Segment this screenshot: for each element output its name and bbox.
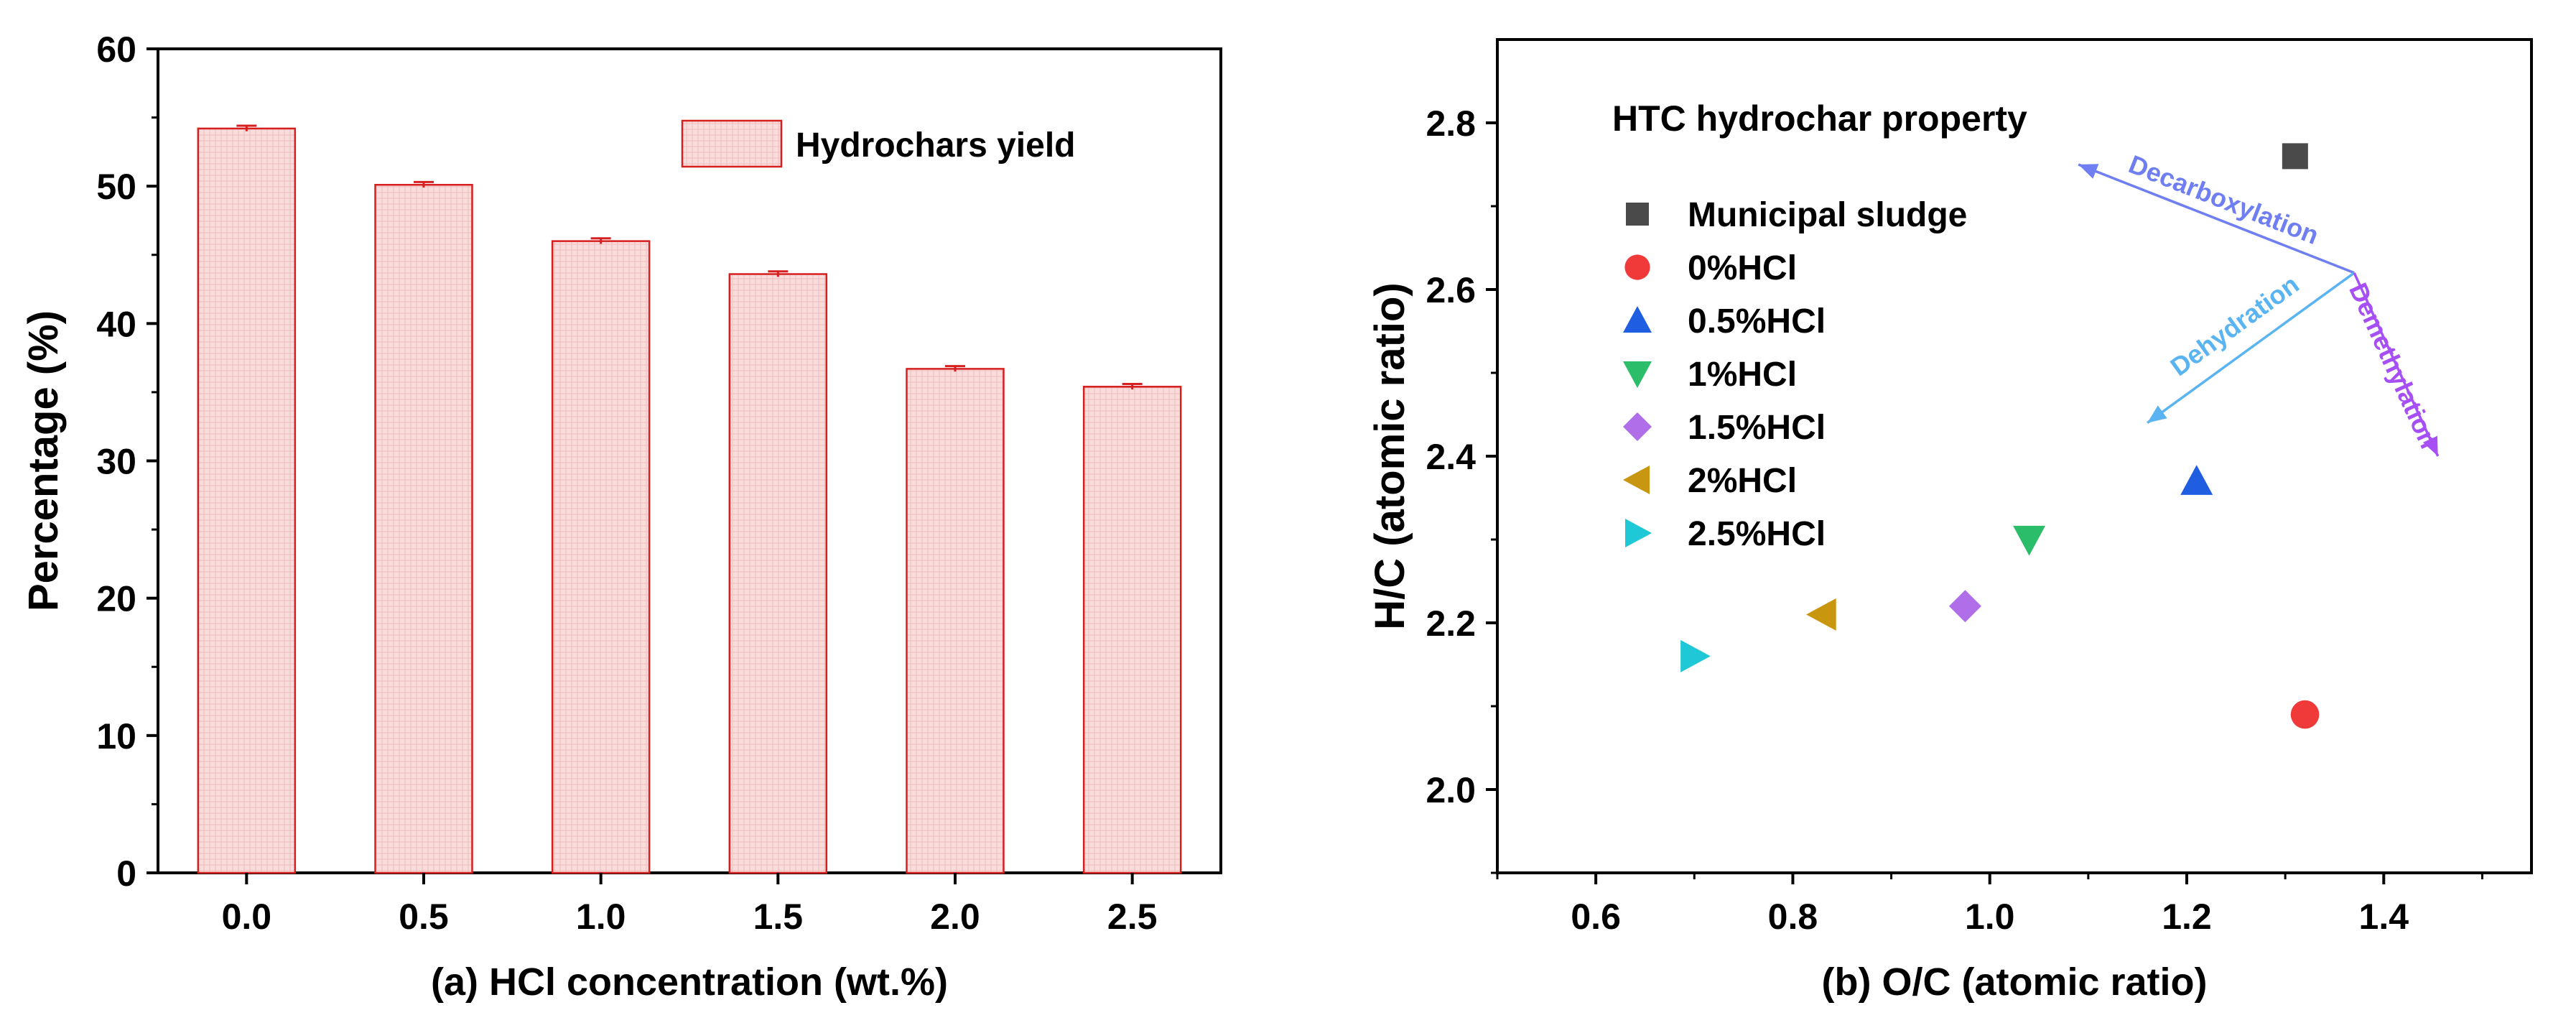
y-tick-label: 60 xyxy=(96,29,136,70)
x-tick-label: 0.6 xyxy=(1571,897,1621,937)
annotation-label: Demethylation xyxy=(2343,279,2444,453)
y-tick-label: 50 xyxy=(96,167,136,207)
annotation-arrow-head xyxy=(2078,164,2099,179)
x-axis-label: (b) O/C (atomic ratio) xyxy=(1822,960,2208,1004)
y-tick-label: 0 xyxy=(116,853,136,894)
x-tick-label: 1.2 xyxy=(2162,897,2212,937)
x-tick-label: 0.0 xyxy=(222,897,272,937)
x-tick-label: 0.5 xyxy=(399,897,449,937)
legend-marker xyxy=(1624,254,1650,280)
bar xyxy=(551,240,651,874)
annotation-arrow-head xyxy=(2147,405,2167,423)
bar xyxy=(728,273,828,874)
y-tick-label: 2.6 xyxy=(1426,270,1476,310)
data-point xyxy=(1948,590,1981,623)
x-tick-label: 1.0 xyxy=(576,897,626,937)
x-tick-label: 1.4 xyxy=(2359,897,2409,937)
annotation-arrow-head xyxy=(2422,435,2438,456)
x-tick-label: 2.0 xyxy=(930,897,980,937)
bar xyxy=(197,127,297,874)
plot-frame xyxy=(1496,38,2533,874)
annotation-arrow-line xyxy=(2353,272,2440,457)
y-tick-label: 20 xyxy=(96,579,136,619)
plot-frame xyxy=(157,47,1222,874)
legend-swatch xyxy=(681,119,783,168)
y-tick-label: 2.0 xyxy=(1426,770,1476,810)
data-point xyxy=(2180,465,2213,495)
y-tick-label: 2.2 xyxy=(1426,603,1476,644)
x-tick-label: 0.8 xyxy=(1768,897,1818,937)
legend-marker xyxy=(1623,466,1650,494)
x-tick-label: 2.5 xyxy=(1107,897,1158,937)
data-point xyxy=(2282,143,2308,170)
y-tick-label: 10 xyxy=(96,716,136,756)
panel-b-scatter-chart: 0.6 0.8 1.0 1.2 1.4 2.0 2.2 2.4 2.6 2.8 (b) O/C (a… xyxy=(1367,38,2533,1004)
legend-marker xyxy=(1625,519,1652,547)
x-axis-label: (a) HCl concentration (wt.%) xyxy=(431,960,948,1004)
data-point xyxy=(2290,700,2320,729)
legend-label: 0%HCl xyxy=(1688,249,1797,287)
legend-label: 0.5%HCl xyxy=(1688,302,1826,341)
legend-marker xyxy=(1623,306,1652,333)
data-point xyxy=(2013,525,2046,556)
legend-label: 2.5%HCl xyxy=(1688,515,1826,553)
annotation-arrow-line xyxy=(2078,163,2355,274)
legend-label: 1.5%HCl xyxy=(1688,409,1826,447)
data-point xyxy=(1680,639,1711,672)
legend-title: HTC hydrochar property xyxy=(1612,98,2027,139)
legend-label: Hydrochars yield xyxy=(796,126,1075,165)
legend-label: 1%HCl xyxy=(1688,356,1797,394)
annotation-arrow-line xyxy=(2147,272,2356,425)
y-tick-label: 2.4 xyxy=(1426,437,1476,477)
y-tick-label: 40 xyxy=(96,304,136,344)
legend-marker xyxy=(1626,203,1649,226)
bar xyxy=(374,184,473,874)
y-tick-label: 30 xyxy=(96,442,136,482)
y-axis-label: Percentage (%) xyxy=(20,310,67,611)
x-tick-label: 1.5 xyxy=(753,897,804,937)
bar xyxy=(906,368,1005,874)
data-point xyxy=(1806,598,1836,631)
bar xyxy=(1082,386,1182,874)
legend-label: 2%HCl xyxy=(1688,462,1797,500)
panel-a-bar-chart: 0.0 0.5 1.0 1.5 2.0 2.5 0 10 20 30 40 50 60 (a) HCl c… xyxy=(20,29,1222,1004)
y-tick-label: 2.8 xyxy=(1426,103,1476,144)
legend-marker xyxy=(1623,412,1652,441)
legend-marker xyxy=(1623,361,1652,388)
y-axis-label: H/C (atomic ratio) xyxy=(1367,282,1413,629)
legend-label: Municipal sludge xyxy=(1688,196,1967,234)
x-tick-label: 1.0 xyxy=(1965,897,2015,937)
